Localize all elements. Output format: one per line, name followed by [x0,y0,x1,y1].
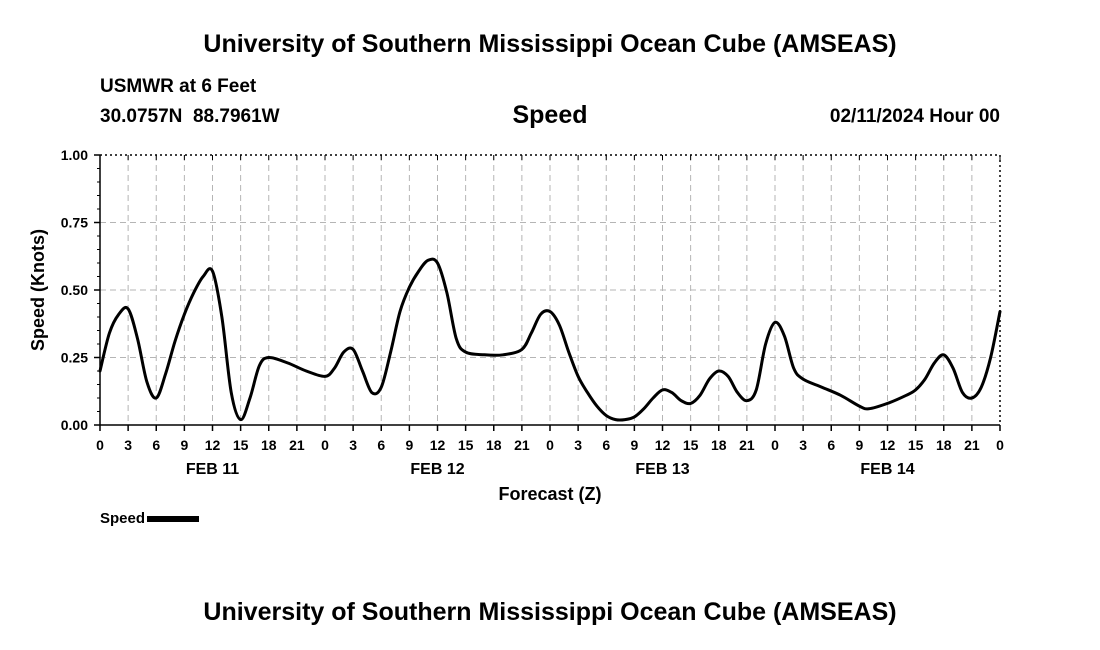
x-tick-label: 6 [602,437,610,453]
y-axis-title: Speed (Knots) [28,229,48,351]
chart-title: Speed [512,101,588,129]
x-tick-label: 6 [152,437,160,453]
x-axis-title: Forecast (Z) [498,484,601,504]
legend-swatch [147,515,200,522]
x-tick-label: 18 [936,437,952,453]
day-label: FEB 14 [860,461,914,478]
x-tick-label: 15 [458,437,474,453]
x-tick-label: 3 [349,437,357,453]
x-tick-label: 3 [574,437,582,453]
x-tick-label: 21 [739,437,755,453]
station-name: USMWR at 6 Feet [100,76,257,97]
legend: Speed [100,510,200,527]
x-tick-label: 3 [799,437,807,453]
y-tick-label: 1.00 [61,147,88,163]
x-tick-label: 9 [630,437,638,453]
latitude: 30.0757N [100,106,183,127]
x-tick-label: 12 [655,437,671,453]
day-label: FEB 13 [635,461,689,478]
day-label: FEB 11 [186,461,239,478]
x-tick-label: 15 [683,437,699,453]
x-tick-label: 21 [964,437,980,453]
y-tick-label: 0.25 [61,350,88,366]
station-coordinates: 30.0757N 88.7961W [100,106,280,128]
x-tick-label: 3 [124,437,132,453]
x-tick-label: 15 [908,437,924,453]
page-title: University of Southern Mississippi Ocean… [203,30,897,58]
day-label: FEB 12 [410,461,464,478]
x-tick-label: 0 [96,437,104,453]
x-tick-label: 0 [546,437,554,453]
y-tick-label: 0.50 [61,282,88,298]
x-tick-label: 6 [377,437,385,453]
footer-title: University of Southern Mississippi Ocean… [203,598,897,626]
run-date: 02/11/2024 Hour 00 [829,106,1000,127]
y-tick-label: 0.75 [61,215,88,231]
x-tick-label: 15 [233,437,249,453]
x-tick-label: 21 [514,437,530,453]
x-tick-label: 21 [289,437,305,453]
legend-label: Speed [100,510,146,527]
x-tick-label: 9 [180,437,188,453]
x-tick-label: 18 [486,437,502,453]
x-tick-label: 6 [827,437,835,453]
x-tick-label: 18 [261,437,277,453]
x-tick-label: 0 [996,437,1004,453]
longitude: 88.7961W [192,106,280,127]
x-tick-label: 12 [430,437,446,453]
x-tick-label: 9 [855,437,863,453]
x-tick-label: 0 [321,437,329,453]
x-tick-label: 12 [880,437,896,453]
y-tick-label: 0.00 [61,417,88,433]
x-tick-label: 12 [205,437,221,453]
series-line-speed [98,257,1002,422]
x-tick-label: 9 [405,437,413,453]
x-tick-label: 0 [771,437,779,453]
x-tick-label: 18 [711,437,727,453]
